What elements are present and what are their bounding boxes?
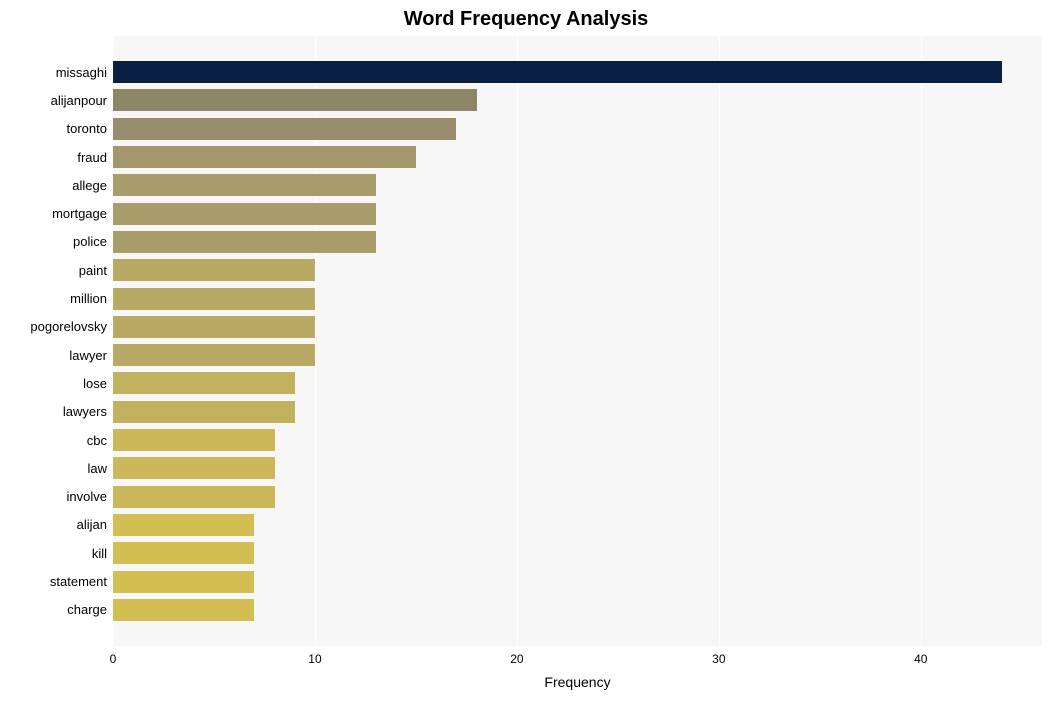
bar-row [113,61,1042,83]
bar-row [113,118,1042,140]
x-axis-title: Frequency [544,674,610,690]
x-tick-label: 20 [510,652,523,666]
x-tick-label: 40 [914,652,927,666]
bar-row [113,514,1042,536]
y-tick-label: million [70,291,107,306]
y-tick-label: missaghi [56,65,107,80]
bar [113,571,254,593]
bar-row [113,571,1042,593]
y-tick-label: kill [92,546,107,561]
y-tick-label: cbc [87,433,107,448]
bar [113,486,275,508]
bar-row [113,259,1042,281]
y-tick-label: toronto [67,121,107,136]
bar [113,372,295,394]
y-tick-label: fraud [77,150,107,165]
y-tick-label: mortgage [52,206,107,221]
bar [113,429,275,451]
y-tick-label: alijanpour [51,93,107,108]
chart-container: Word Frequency Analysis missaghialijanpo… [0,0,1052,701]
y-tick-label: law [87,461,107,476]
x-tick-label: 0 [110,652,117,666]
bar [113,401,295,423]
x-tick-label: 30 [712,652,725,666]
bar [113,316,315,338]
y-tick-label: alijan [77,517,107,532]
bar-row [113,288,1042,310]
y-tick-label: lose [83,376,107,391]
x-tick-label: 10 [308,652,321,666]
y-tick-label: charge [67,602,107,617]
bar-row [113,401,1042,423]
bar-row [113,231,1042,253]
bar [113,231,376,253]
bar [113,344,315,366]
bar-row [113,429,1042,451]
bar-row [113,174,1042,196]
bar-row [113,599,1042,621]
bar [113,599,254,621]
bar [113,174,376,196]
bar-row [113,372,1042,394]
bar-row [113,344,1042,366]
bar [113,61,1002,83]
bar [113,203,376,225]
bar [113,542,254,564]
y-tick-label: lawyers [63,404,107,419]
y-tick-label: pogorelovsky [30,319,107,334]
bar-row [113,486,1042,508]
bar [113,89,477,111]
bar-row [113,457,1042,479]
y-tick-label: police [73,234,107,249]
y-tick-label: involve [67,489,107,504]
bar [113,118,456,140]
bar-row [113,542,1042,564]
y-tick-label: lawyer [69,348,107,363]
bar [113,146,416,168]
bar [113,288,315,310]
bar-row [113,146,1042,168]
bar [113,514,254,536]
bar-row [113,316,1042,338]
y-tick-label: statement [50,574,107,589]
chart-title: Word Frequency Analysis [0,8,1052,31]
plot-area [113,36,1042,646]
bar-row [113,89,1042,111]
bar [113,457,275,479]
y-tick-label: allege [72,178,107,193]
bar [113,259,315,281]
bar-row [113,203,1042,225]
y-tick-label: paint [79,263,107,278]
